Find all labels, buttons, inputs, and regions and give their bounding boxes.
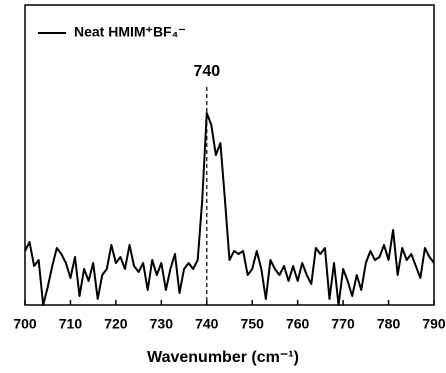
x-axis-label: Wavenumber (cm⁻¹): [147, 349, 299, 366]
x-tick-label: 740: [195, 316, 219, 332]
x-tick-label: 750: [241, 316, 265, 332]
x-tick-label: 770: [331, 316, 355, 332]
plot-frame: [24, 4, 435, 306]
x-tick-label: 790: [422, 316, 446, 332]
legend-label: Neat HMIM⁺BF₄⁻: [74, 24, 186, 40]
series-line: [24, 112, 435, 306]
x-tick-label: 760: [286, 316, 310, 332]
x-tick-label: 700: [13, 316, 37, 332]
x-tick-label: 780: [377, 316, 401, 332]
x-tick-label: 720: [104, 316, 128, 332]
x-tick-label: 710: [59, 316, 83, 332]
x-tick-label: 730: [150, 316, 174, 332]
annotation-label: 740: [193, 63, 220, 80]
